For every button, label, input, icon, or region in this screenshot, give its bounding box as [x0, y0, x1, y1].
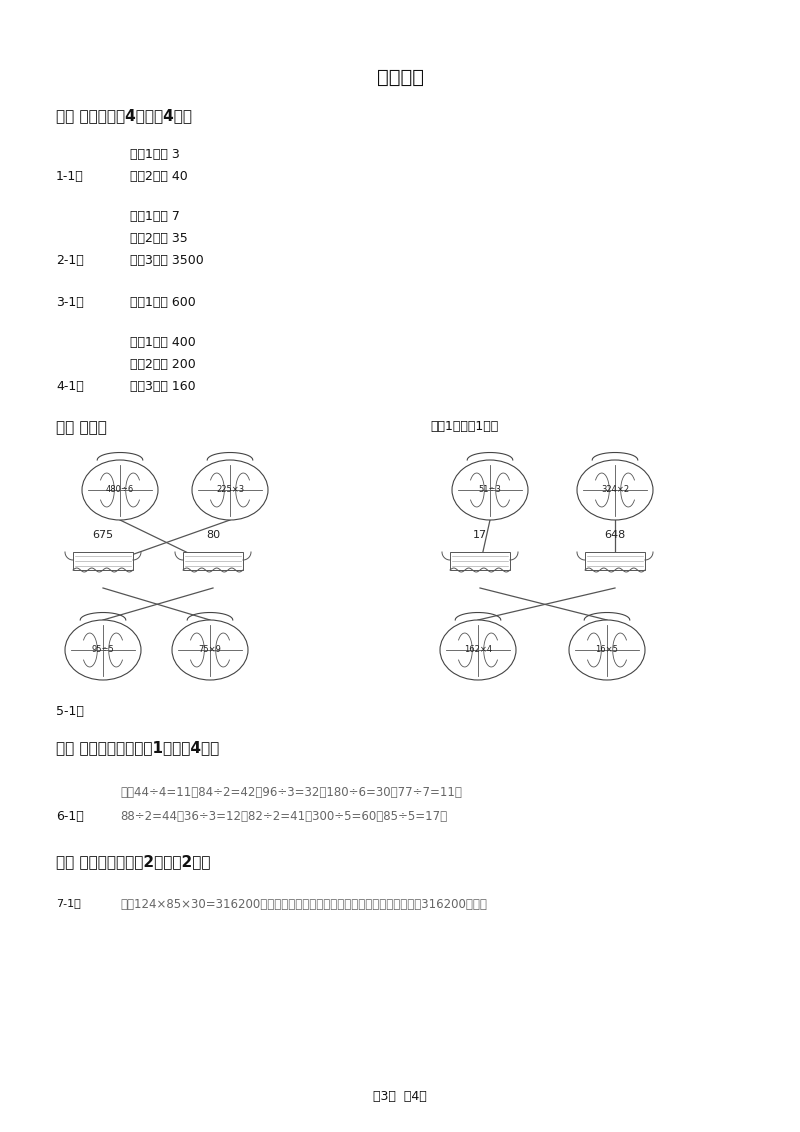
Text: 《第1空》 600: 《第1空》 600	[130, 295, 196, 309]
Text: 162×4: 162×4	[464, 645, 492, 654]
Text: 675: 675	[93, 530, 114, 540]
Text: 17: 17	[473, 530, 487, 540]
Text: 《第2空》 200: 《第2空》 200	[130, 358, 196, 371]
Text: 《第2空》 40: 《第2空》 40	[130, 170, 188, 183]
Text: 三、 列竖式计算。（共1题；共4分）: 三、 列竖式计算。（共1题；共4分）	[56, 740, 219, 755]
Text: 2-1、: 2-1、	[56, 254, 84, 267]
Text: 3-1、: 3-1、	[56, 295, 84, 309]
Text: 225×3: 225×3	[216, 486, 244, 495]
Text: 《第1空》 7: 《第1空》 7	[130, 211, 180, 223]
Bar	[183, 552, 243, 571]
Text: 80: 80	[206, 530, 220, 540]
Text: 《第1空》 3: 《第1空》 3	[130, 148, 180, 161]
Text: （共1题；共1分）: （共1题；共1分）	[430, 420, 498, 434]
Bar	[585, 552, 645, 571]
Ellipse shape	[452, 460, 528, 520]
Text: 51÷3: 51÷3	[478, 486, 502, 495]
Bar	[73, 552, 133, 571]
Text: 75×9: 75×9	[198, 645, 222, 654]
Text: 解：44÷4=11；84÷2=42；96÷3=32；180÷6=30；77÷7=11；: 解：44÷4=11；84÷2=42；96÷3=32；180÷6=30；77÷7=…	[120, 786, 462, 799]
Text: 324×2: 324×2	[601, 486, 629, 495]
Text: 1-1、: 1-1、	[56, 170, 84, 183]
Ellipse shape	[172, 620, 248, 680]
Text: 480÷6: 480÷6	[106, 486, 134, 495]
Ellipse shape	[569, 620, 645, 680]
Text: 《第3空》 3500: 《第3空》 3500	[130, 254, 204, 267]
Text: 95÷5: 95÷5	[92, 645, 114, 654]
Text: 648: 648	[604, 530, 626, 540]
Text: 参考答案: 参考答案	[377, 68, 423, 87]
Text: 4-1、: 4-1、	[56, 380, 84, 393]
Text: 7-1、: 7-1、	[56, 898, 81, 908]
Ellipse shape	[440, 620, 516, 680]
Ellipse shape	[577, 460, 653, 520]
Text: 四、 解决问题。（共2题；共2分）: 四、 解决问题。（共2题；共2分）	[56, 854, 210, 869]
Text: 6-1、: 6-1、	[56, 811, 84, 823]
Text: 5-1、: 5-1、	[56, 705, 84, 718]
Text: 第3页  共4页: 第3页 共4页	[373, 1090, 427, 1103]
Text: 二、 连线。: 二、 连线。	[56, 420, 107, 435]
Text: 88÷2=44；36÷3=12；82÷2=41；300÷5=60；85÷5=17。: 88÷2=44；36÷3=12；82÷2=41；300÷5=60；85÷5=17…	[120, 811, 447, 823]
Ellipse shape	[65, 620, 141, 680]
Bar	[450, 552, 510, 571]
Text: 16×5: 16×5	[595, 645, 618, 654]
Text: 解：124×85×30=316200（吨）答：这个森林公园的森林一个月可从地下吸出316200吨水。: 解：124×85×30=316200（吨）答：这个森林公园的森林一个月可从地下吸…	[120, 898, 487, 911]
Ellipse shape	[82, 460, 158, 520]
Text: 《第3空》 160: 《第3空》 160	[130, 380, 196, 393]
Ellipse shape	[192, 460, 268, 520]
Text: 《第1空》 400: 《第1空》 400	[130, 336, 196, 349]
Text: 一、 填空。（共4题；共4分）: 一、 填空。（共4题；共4分）	[56, 108, 192, 123]
Text: 《第2空》 35: 《第2空》 35	[130, 232, 188, 245]
